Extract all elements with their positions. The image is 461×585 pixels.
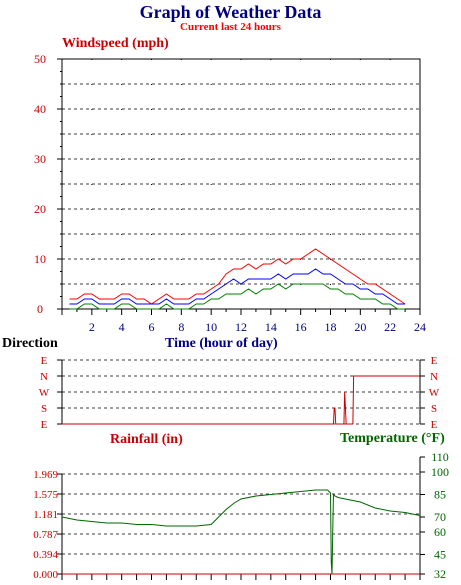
windspeed-y-tick-label: 50 xyxy=(34,52,46,66)
temperature-y-tick-label: 70 xyxy=(434,510,446,524)
windspeed-series-line-0 xyxy=(69,248,406,305)
windspeed-y-tick-label: 10 xyxy=(34,252,46,266)
direction-left-label: W xyxy=(39,387,50,399)
temperature-y-tick-label: 32 xyxy=(434,567,446,581)
direction-right-label: N xyxy=(430,371,438,383)
temperature-y-tick-label: 45 xyxy=(434,548,446,562)
rain-y-tick-label: 1.575 xyxy=(33,489,58,501)
windspeed-x-tick-label: 14 xyxy=(265,320,277,334)
temperature-y-tick-label: 100 xyxy=(431,465,449,479)
windspeed-x-tick-label: 18 xyxy=(325,320,337,334)
windspeed-x-tick-label: 6 xyxy=(149,320,155,334)
page-subtitle: Current last 24 hours xyxy=(180,21,281,33)
rain-y-tick-label: 0.787 xyxy=(33,529,58,541)
direction-left-label: E xyxy=(41,355,48,367)
direction-left-label: S xyxy=(41,403,47,415)
direction-series-line xyxy=(62,375,420,425)
temperature-axis-label: Temperature (°F) xyxy=(340,431,445,446)
rain-y-tick-label: 1.969 xyxy=(33,469,58,481)
windspeed-x-tick-label: 8 xyxy=(178,320,184,334)
direction-right-label: E xyxy=(431,355,438,367)
rain-y-tick-label: 0.394 xyxy=(33,549,58,561)
direction-axis-label: Direction xyxy=(2,336,58,351)
rainfall-axis-label: Rainfall (in) xyxy=(110,432,183,447)
direction-right-label: W xyxy=(429,387,440,399)
windspeed-series-line-1 xyxy=(69,268,406,305)
windspeed-y-tick-label: 30 xyxy=(34,152,46,166)
temperature-y-tick-label: 60 xyxy=(434,525,446,539)
temperature-y-tick-label: 85 xyxy=(434,488,446,502)
windspeed-x-tick-label: 16 xyxy=(295,320,307,334)
windspeed-y-tick-label: 20 xyxy=(34,202,46,216)
windspeed-x-tick-label: 10 xyxy=(205,320,217,334)
rain-y-tick-label: 0.000 xyxy=(33,569,58,581)
direction-right-label: S xyxy=(431,403,437,415)
temperature-y-tick-label: 110 xyxy=(431,450,449,464)
page-title: Graph of Weather Data xyxy=(139,2,322,22)
windspeed-x-tick-label: 22 xyxy=(384,320,396,334)
windspeed-series-line-2 xyxy=(69,283,406,310)
rain-y-tick-label: 1.181 xyxy=(33,509,58,521)
windspeed-x-tick-label: 2 xyxy=(89,320,95,334)
windspeed-y-tick-label: 40 xyxy=(34,102,46,116)
windspeed-y-tick-label: 0 xyxy=(37,302,43,316)
temperature-series-line xyxy=(61,489,421,575)
time-axis-label: Time (hour of day) xyxy=(165,336,278,351)
direction-right-label: E xyxy=(431,419,438,431)
windspeed-x-tick-label: 20 xyxy=(354,320,366,334)
direction-left-label: E xyxy=(41,419,48,431)
windspeed-x-tick-label: 24 xyxy=(414,320,426,334)
windspeed-x-tick-label: 12 xyxy=(235,320,247,334)
windspeed-axis-label: Windspeed (mph) xyxy=(62,36,169,51)
direction-left-label: N xyxy=(40,371,48,383)
windspeed-x-tick-label: 4 xyxy=(119,320,125,334)
